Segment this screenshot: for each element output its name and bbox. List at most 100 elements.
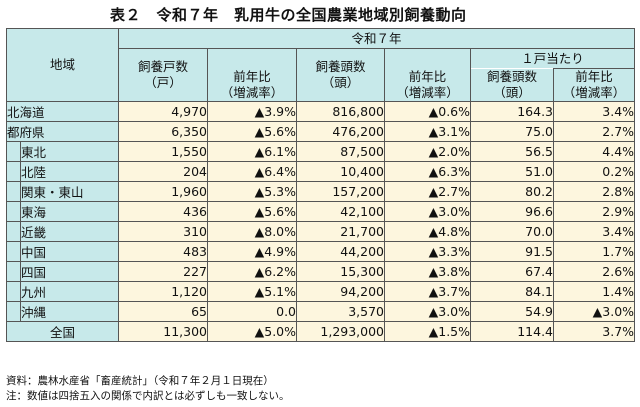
cell-heads-yoy: ▲3.1% — [384, 121, 472, 142]
cell-per-household: 75.0 — [470, 121, 555, 142]
indent-cell — [6, 161, 21, 182]
cell-households: 65 — [118, 301, 209, 322]
header-households-yoy: 前年比 （増減率） — [207, 48, 298, 102]
cell-households: 310 — [118, 221, 209, 242]
cell-region: 中国 — [19, 241, 120, 262]
cell-per-household-yoy: 2.6% — [553, 261, 636, 282]
cell-heads-yoy: ▲2.7% — [384, 181, 472, 202]
table-row: 関東・東山 1,960 ▲5.3% 157,200 ▲2.7% 80.2 2.8% — [6, 181, 636, 202]
cell-per-household-yoy: 2.7% — [553, 121, 636, 142]
cell-heads-yoy: ▲3.7% — [384, 281, 472, 302]
cell-heads: 87,500 — [296, 141, 386, 162]
cell-per-household-yoy: ▲3.0% — [553, 301, 636, 322]
indent-cell — [6, 221, 21, 242]
cell-households-yoy: ▲5.3% — [207, 181, 298, 202]
cell-households-yoy: ▲3.9% — [207, 101, 298, 122]
cell-households: 204 — [118, 161, 209, 182]
cell-per-household-yoy: 0.2% — [553, 161, 636, 182]
cell-region: 全国 — [5, 321, 120, 342]
cell-per-household: 91.5 — [470, 241, 555, 262]
indent-cell — [6, 181, 21, 202]
header-per-household-yoy: 前年比 （増減率） — [553, 68, 636, 102]
cell-households-yoy: ▲5.1% — [207, 281, 298, 302]
header-region: 地域 — [5, 28, 120, 102]
notes: 資料：農林水産省「畜産統計」（令和７年２月１日現在） 注：数値は四捨五入の関係で… — [6, 374, 290, 404]
cell-heads: 42,100 — [296, 201, 386, 222]
cell-heads: 476,200 — [296, 121, 386, 142]
cell-per-household-yoy: 1.7% — [553, 241, 636, 262]
cell-heads: 10,400 — [296, 161, 386, 182]
source-note: 資料：農林水産省「畜産統計」（令和７年２月１日現在） — [6, 375, 274, 387]
cell-region: 東海 — [19, 201, 120, 222]
cell-households-yoy: ▲6.4% — [207, 161, 298, 182]
table-row: 近畿 310 ▲8.0% 21,700 ▲4.8% 70.0 3.4% — [6, 221, 636, 242]
cell-per-household: 96.6 — [470, 201, 555, 222]
cell-heads: 3,570 — [296, 301, 386, 322]
cell-heads-yoy: ▲3.0% — [384, 301, 472, 322]
cell-heads: 44,200 — [296, 241, 386, 262]
indent-cell — [6, 261, 21, 282]
header-year: 令和７年 — [118, 28, 636, 49]
cell-per-household-yoy: 3.4% — [553, 101, 636, 122]
cell-heads-yoy: ▲3.8% — [384, 261, 472, 282]
cell-per-household: 51.0 — [470, 161, 555, 182]
table-row: 北海道 4,970 ▲3.9% 816,800 ▲0.6% 164.3 3.4% — [5, 101, 636, 122]
header-per-household-group: １戸当たり — [470, 48, 636, 69]
cell-households-yoy: ▲6.2% — [207, 261, 298, 282]
cell-per-household-yoy: 3.4% — [553, 221, 636, 242]
cell-households: 4,970 — [118, 101, 209, 122]
indent-cell — [6, 301, 21, 322]
indent-cell — [6, 141, 21, 162]
cell-heads: 1,293,000 — [296, 321, 386, 342]
cell-per-household: 80.2 — [470, 181, 555, 202]
table-row: 北陸 204 ▲6.4% 10,400 ▲6.3% 51.0 0.2% — [6, 161, 636, 182]
cell-region: 九州 — [19, 281, 120, 302]
cell-per-household: 70.0 — [470, 221, 555, 242]
cell-region: 北海道 — [5, 101, 120, 122]
cell-per-household: 56.5 — [470, 141, 555, 162]
table-row: 四国 227 ▲6.2% 15,300 ▲3.8% 67.4 2.6% — [6, 261, 636, 282]
cell-households: 1,960 — [118, 181, 209, 202]
cell-households: 483 — [118, 241, 209, 262]
table-row: 東北 1,550 ▲6.1% 87,500 ▲2.0% 56.5 4.4% — [6, 141, 636, 162]
cell-households: 227 — [118, 261, 209, 282]
cell-heads-yoy: ▲0.6% — [384, 101, 472, 122]
cell-households-yoy: ▲5.6% — [207, 121, 298, 142]
header-per-household: 飼養頭数 （頭） — [470, 68, 555, 102]
cell-heads-yoy: ▲3.3% — [384, 241, 472, 262]
cell-heads: 94,200 — [296, 281, 386, 302]
cell-households-yoy: ▲5.0% — [207, 321, 298, 342]
footnote: 注：数値は四捨五入の関係で内訳とは必ずしも一致しない。 — [6, 390, 290, 402]
cell-households-yoy: ▲5.6% — [207, 201, 298, 222]
cell-heads: 157,200 — [296, 181, 386, 202]
table-row: 都府県 6,350 ▲5.6% 476,200 ▲3.1% 75.0 2.7% — [5, 121, 636, 142]
indent-cell — [6, 201, 21, 222]
cell-heads-yoy: ▲6.3% — [384, 161, 472, 182]
cell-per-household-yoy: 2.9% — [553, 201, 636, 222]
cell-households: 1,120 — [118, 281, 209, 302]
cell-per-household: 114.4 — [470, 321, 555, 342]
cell-heads-yoy: ▲4.8% — [384, 221, 472, 242]
cell-per-household: 84.1 — [470, 281, 555, 302]
header-households: 飼養戸数 （戸） — [118, 48, 209, 102]
total-row: 全国 11,300 ▲5.0% 1,293,000 ▲1.5% 114.4 3.7% — [5, 321, 636, 342]
cell-heads: 15,300 — [296, 261, 386, 282]
cell-per-household: 67.4 — [470, 261, 555, 282]
cell-per-household: 54.9 — [470, 301, 555, 322]
cell-region: 関東・東山 — [19, 181, 120, 202]
table-row: 東海 436 ▲5.6% 42,100 ▲3.0% 96.6 2.9% — [6, 201, 636, 222]
cell-region: 都府県 — [5, 121, 120, 142]
cell-per-household-yoy: 4.4% — [553, 141, 636, 162]
cell-heads: 21,700 — [296, 221, 386, 242]
indent-cell — [6, 281, 21, 302]
cell-per-household-yoy: 2.8% — [553, 181, 636, 202]
cell-region: 北陸 — [19, 161, 120, 182]
cell-region: 四国 — [19, 261, 120, 282]
cell-heads-yoy: ▲1.5% — [384, 321, 472, 342]
table-row: 九州 1,120 ▲5.1% 94,200 ▲3.7% 84.1 1.4% — [6, 281, 636, 302]
cell-region: 近畿 — [19, 221, 120, 242]
header-heads-yoy: 前年比 （増減率） — [384, 48, 472, 102]
cell-heads-yoy: ▲2.0% — [384, 141, 472, 162]
table-row: 中国 483 ▲4.9% 44,200 ▲3.3% 91.5 1.7% — [6, 241, 636, 262]
cell-heads-yoy: ▲3.0% — [384, 201, 472, 222]
